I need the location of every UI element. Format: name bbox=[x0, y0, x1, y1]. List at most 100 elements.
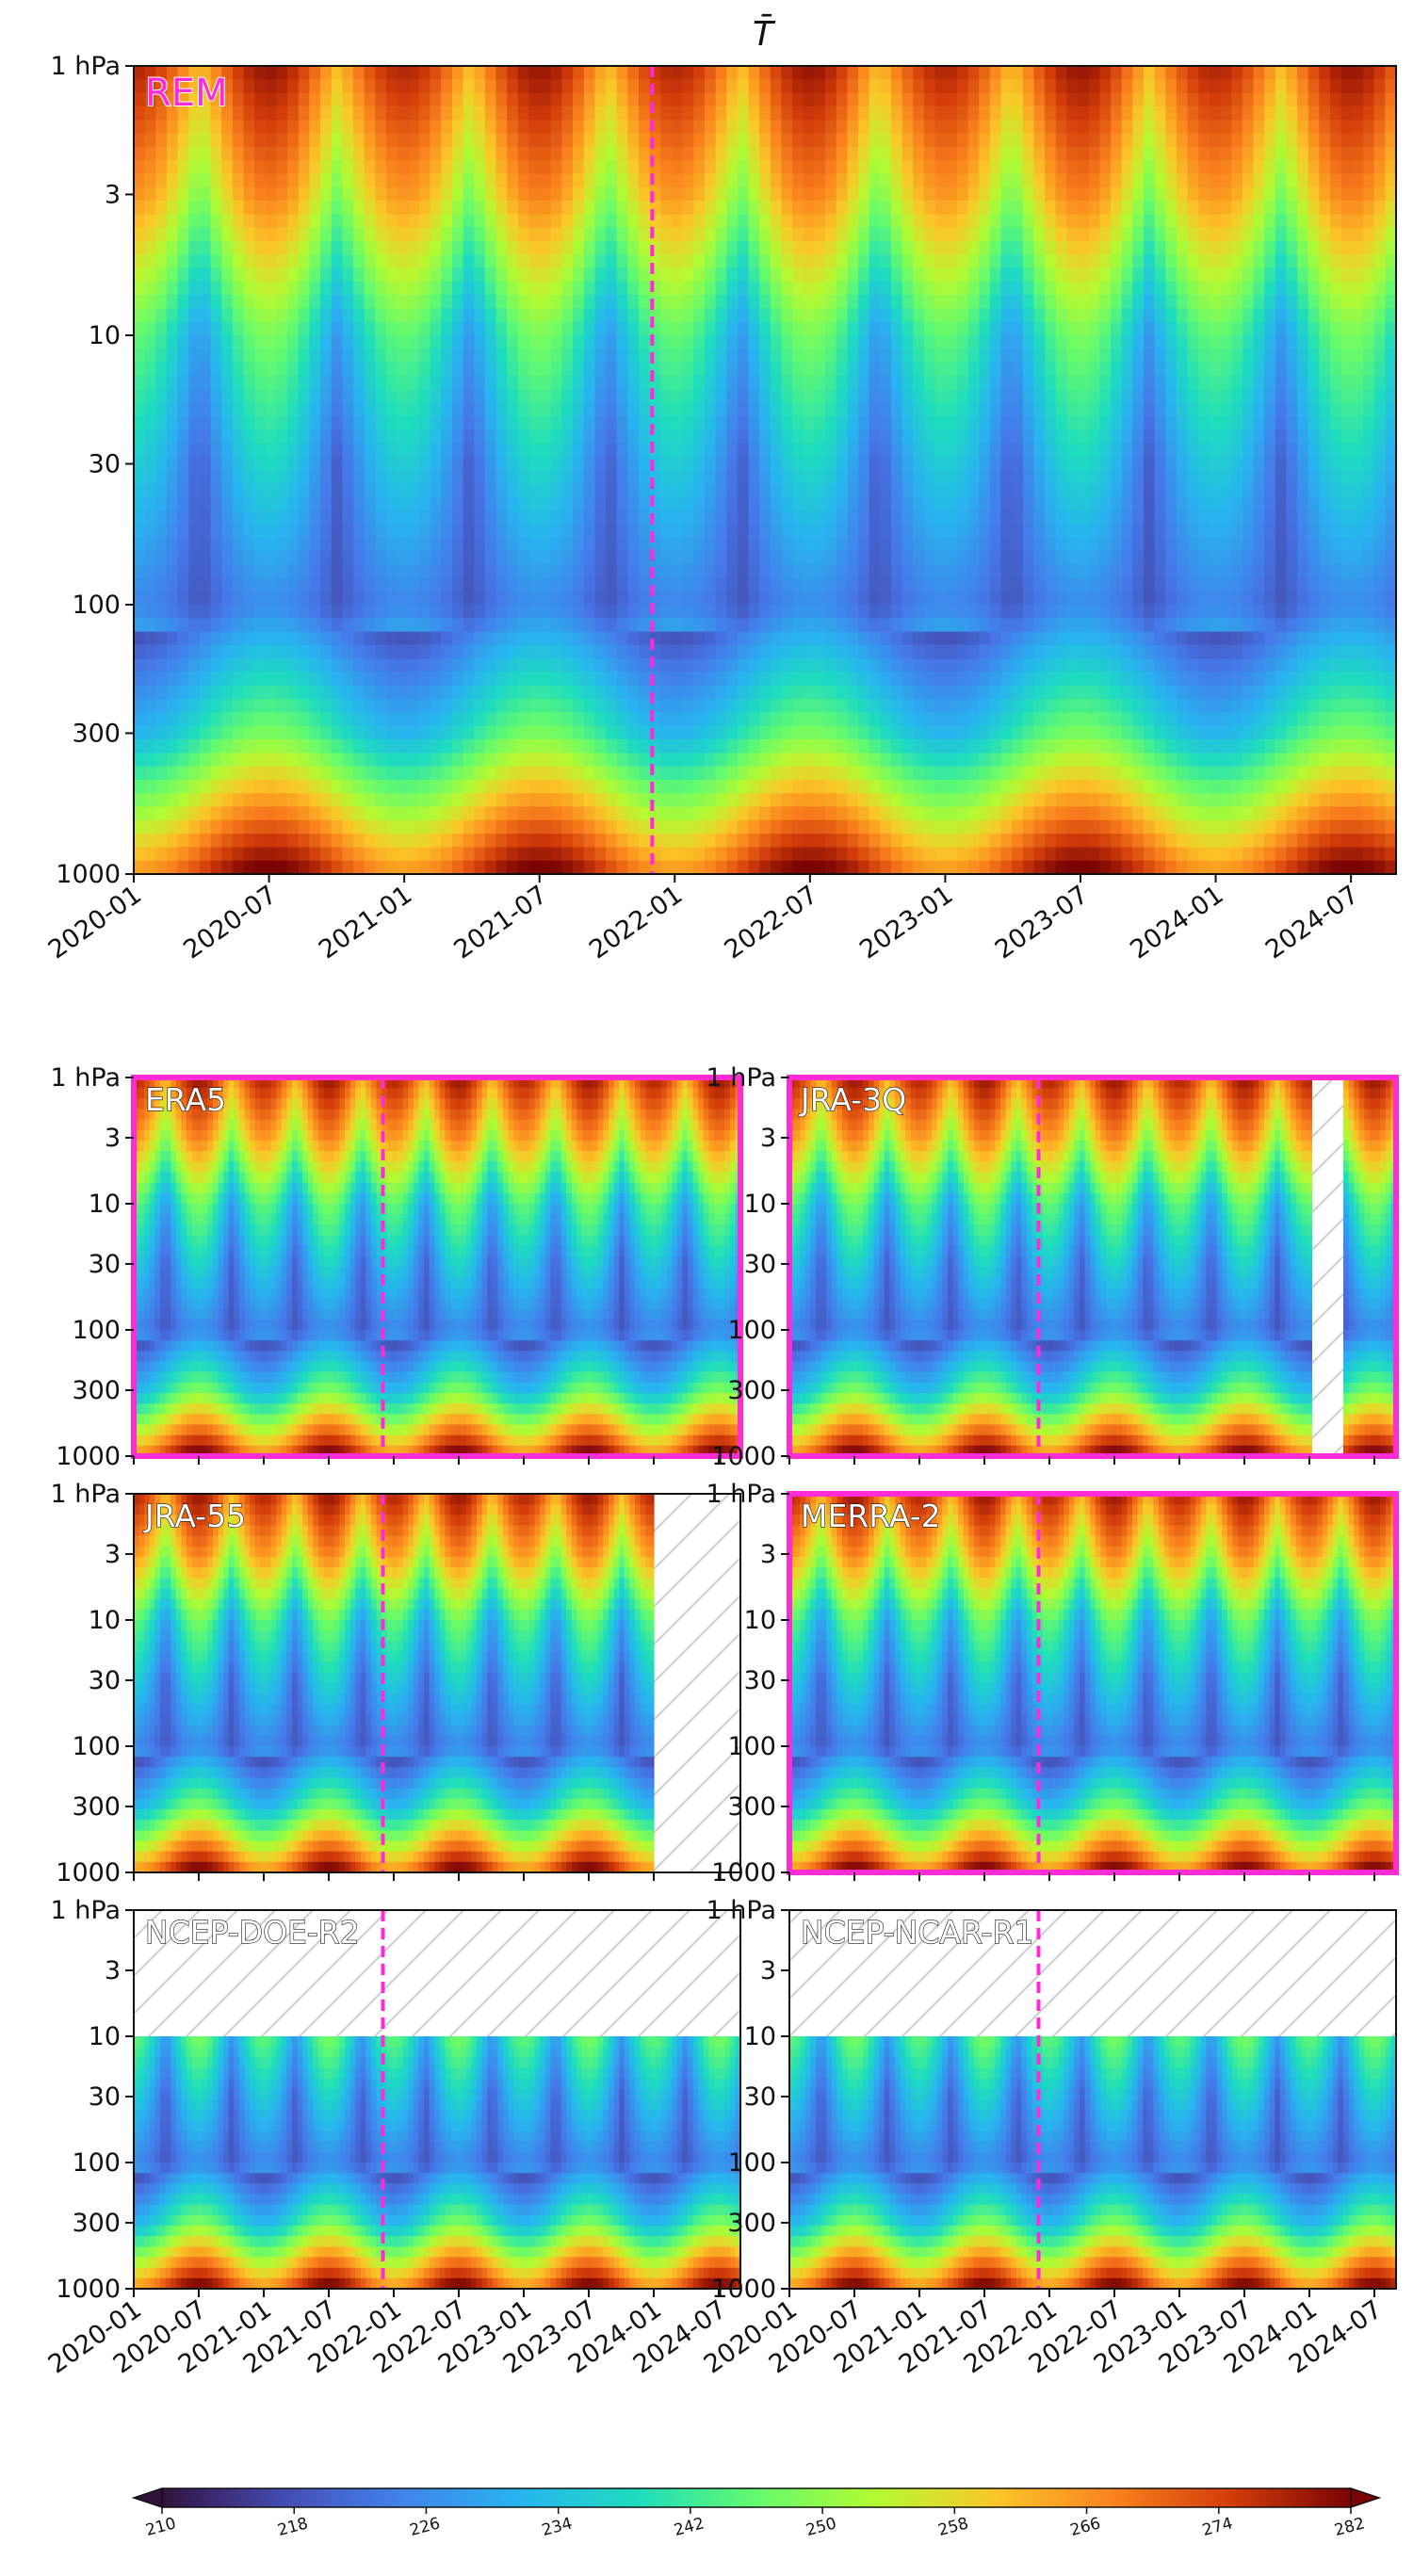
heat-cell bbox=[221, 443, 233, 457]
heat-cell bbox=[353, 672, 365, 687]
heat-cell bbox=[342, 753, 353, 767]
heat-cell bbox=[353, 66, 365, 80]
heat-cell bbox=[155, 483, 167, 497]
heat-cell bbox=[221, 160, 233, 174]
heat-cell bbox=[386, 282, 398, 296]
heat-cell bbox=[266, 443, 277, 457]
heat-cell bbox=[211, 834, 222, 848]
heat-cell bbox=[233, 834, 244, 848]
heat-cell bbox=[134, 861, 145, 875]
heat-cell bbox=[386, 524, 398, 538]
heat-cell bbox=[254, 780, 266, 794]
heat-cell bbox=[167, 228, 178, 242]
heat-cell bbox=[178, 187, 189, 202]
heat-cell bbox=[342, 645, 353, 659]
heat-cell bbox=[309, 214, 320, 228]
heat-cell bbox=[167, 134, 178, 148]
heat-cell bbox=[332, 254, 343, 268]
heat-cell bbox=[309, 807, 320, 821]
heat-cell bbox=[221, 173, 233, 187]
heat-cell bbox=[287, 699, 299, 713]
heat-cell bbox=[276, 214, 287, 228]
heat-cell bbox=[398, 834, 409, 848]
heat-cell bbox=[320, 470, 332, 484]
heat-cell bbox=[167, 672, 178, 687]
heat-cell bbox=[299, 147, 310, 161]
heat-cell bbox=[211, 699, 222, 713]
heat-cell bbox=[342, 376, 353, 390]
heat-cell bbox=[200, 820, 211, 834]
heat-cell bbox=[365, 861, 376, 875]
heat-cell bbox=[276, 282, 287, 296]
heat-cell bbox=[134, 187, 145, 202]
heat-cell bbox=[299, 820, 310, 834]
heat-cell bbox=[178, 605, 189, 619]
heat-cell bbox=[211, 591, 222, 606]
panel-rem: 1 hPa3103010030010002020-01 2020-07 2021-0… bbox=[43, 52, 1397, 964]
heat-cell bbox=[266, 767, 277, 781]
heat-cell bbox=[299, 577, 310, 591]
heat-cell bbox=[342, 591, 353, 606]
heat-cell bbox=[408, 457, 419, 471]
heat-cell bbox=[398, 106, 409, 121]
heat-cell bbox=[365, 322, 376, 336]
heat-cell bbox=[244, 672, 255, 687]
heat-cell bbox=[188, 847, 200, 861]
heat-cell bbox=[167, 861, 178, 875]
heat-cell bbox=[342, 658, 353, 672]
heat-cell bbox=[332, 295, 343, 309]
heat-cell bbox=[365, 645, 376, 659]
heat-cell bbox=[276, 389, 287, 403]
heat-cell bbox=[254, 147, 266, 161]
heat-cell bbox=[342, 726, 353, 740]
heat-cell bbox=[233, 429, 244, 444]
heat-cell bbox=[188, 282, 200, 296]
heat-cell bbox=[233, 483, 244, 497]
heat-cell bbox=[211, 726, 222, 740]
heat-cell bbox=[244, 403, 255, 417]
heat-cell bbox=[287, 120, 299, 134]
heat-cell bbox=[386, 443, 398, 457]
heat-cell bbox=[299, 591, 310, 606]
heat-cell bbox=[155, 780, 167, 794]
heat-cell bbox=[134, 524, 145, 538]
heat-cell bbox=[386, 160, 398, 174]
heat-cell bbox=[342, 767, 353, 781]
heat-cell bbox=[386, 672, 398, 687]
heat-cell bbox=[200, 322, 211, 336]
heat-cell bbox=[398, 699, 409, 713]
heat-cell bbox=[233, 363, 244, 377]
heat-cell bbox=[221, 739, 233, 753]
heat-cell bbox=[342, 416, 353, 430]
heat-cell bbox=[386, 376, 398, 390]
heat-cell bbox=[167, 187, 178, 202]
heat-cell bbox=[233, 147, 244, 161]
heat-cell bbox=[375, 389, 386, 403]
heat-cell bbox=[200, 605, 211, 619]
heat-cell bbox=[200, 780, 211, 794]
heat-cell bbox=[375, 201, 386, 215]
heat-cell bbox=[342, 672, 353, 687]
heat-cell bbox=[299, 228, 310, 242]
heat-cell bbox=[155, 753, 167, 767]
heat-cell bbox=[320, 416, 332, 430]
heat-cell bbox=[221, 564, 233, 578]
heat-cell bbox=[188, 861, 200, 875]
heat-cell bbox=[276, 268, 287, 283]
heat-cell bbox=[244, 389, 255, 403]
heat-cell bbox=[178, 861, 189, 875]
heat-cell bbox=[320, 201, 332, 215]
heat-cell bbox=[145, 712, 156, 726]
heat-cell bbox=[332, 106, 343, 121]
heat-cell bbox=[254, 254, 266, 268]
heat-cell bbox=[353, 160, 365, 174]
heat-cell bbox=[309, 363, 320, 377]
heat-cell bbox=[320, 753, 332, 767]
heat-cell bbox=[244, 308, 255, 322]
heat-cell bbox=[244, 807, 255, 821]
heat-cell bbox=[408, 201, 419, 215]
heat-cell bbox=[386, 632, 398, 646]
heat-cell bbox=[309, 577, 320, 591]
heat-cell bbox=[332, 497, 343, 511]
heat-cell bbox=[299, 254, 310, 268]
